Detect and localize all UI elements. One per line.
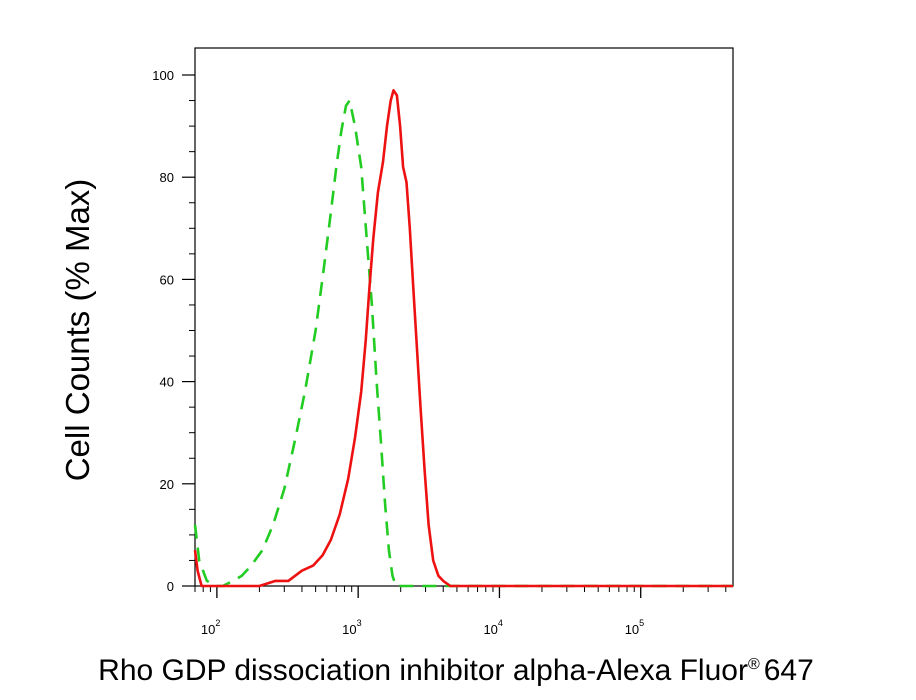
y-tick-label: 0 [167, 579, 174, 594]
y-tick-label: 20 [160, 477, 174, 492]
y-axis-title: Cell Counts (% Max) [59, 179, 96, 482]
y-axis-ticks: 0 20 40 60 80 100 [152, 68, 195, 594]
solid-series-line [193, 89, 733, 588]
x-axis-title: Rho GDP dissociation inhibitor alpha-Ale… [98, 654, 814, 687]
dashed-series-line [193, 99, 733, 588]
y-tick-label: 40 [160, 375, 174, 390]
x-axis-ticks: 102 103 104 105 [194, 586, 727, 637]
x-tick-label: 105 [625, 618, 644, 637]
y-tick-label: 60 [160, 272, 174, 287]
x-tick-label: 102 [201, 618, 220, 637]
y-tick-label: 100 [152, 68, 174, 83]
x-axis-title-suffix: 647 [764, 654, 814, 687]
x-tick-label: 103 [342, 618, 361, 637]
x-tick-label: 104 [483, 618, 502, 637]
x-axis-title-main: Rho GDP dissociation inhibitor alpha-Ale… [98, 654, 748, 687]
series-layer [193, 89, 733, 588]
plot-frame [194, 47, 734, 587]
y-tick-label: 80 [160, 170, 174, 185]
x-axis-title-registered-mark: ® [748, 656, 760, 673]
